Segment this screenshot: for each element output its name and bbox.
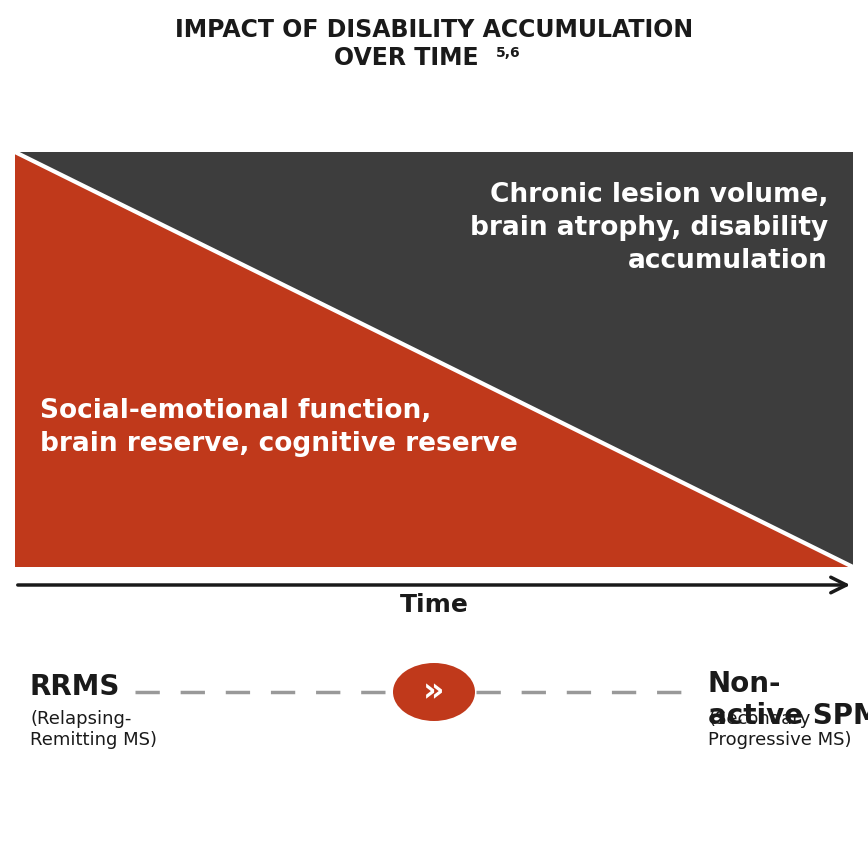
Text: Non-
active SPMS: Non- active SPMS [708,670,868,730]
Ellipse shape [393,663,475,721]
Polygon shape [15,152,853,567]
Text: »: » [424,676,444,708]
Text: Chronic lesion volume,
brain atrophy, disability
accumulation: Chronic lesion volume, brain atrophy, di… [470,182,828,274]
Text: Time: Time [399,593,469,617]
Text: 5,6: 5,6 [496,46,521,60]
Text: Social-emotional function,
brain reserve, cognitive reserve: Social-emotional function, brain reserve… [40,398,517,457]
Text: RRMS: RRMS [30,673,121,701]
Text: IMPACT OF DISABILITY ACCUMULATION: IMPACT OF DISABILITY ACCUMULATION [175,18,693,42]
Text: (Relapsing-
Remitting MS): (Relapsing- Remitting MS) [30,710,157,749]
Text: OVER TIME: OVER TIME [333,46,478,70]
Polygon shape [15,152,853,567]
Text: (Secondary
Progressive MS): (Secondary Progressive MS) [708,710,852,749]
